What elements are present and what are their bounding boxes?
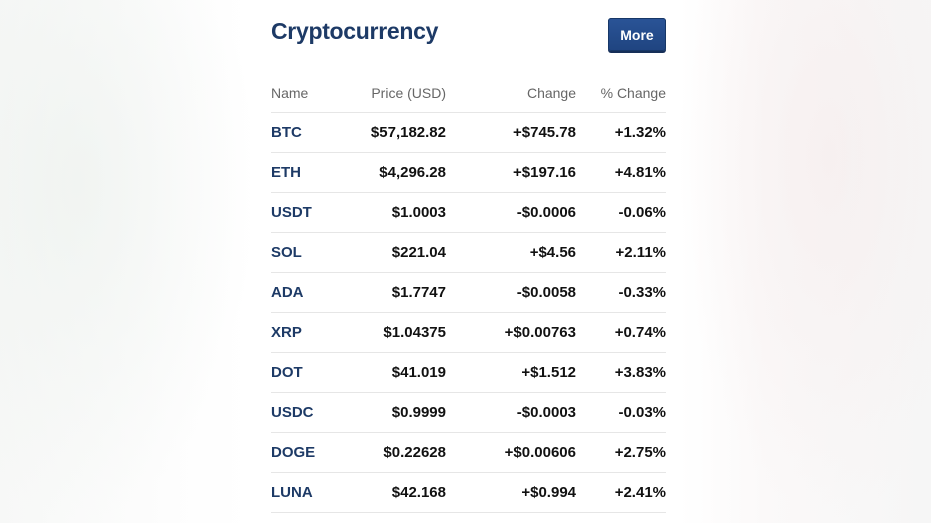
coin-change: +$197.16 (446, 152, 576, 193)
coin-price: $1.0003 (343, 192, 446, 233)
coin-symbol-link[interactable]: DOT (271, 352, 343, 393)
coin-pct-change: +3.83% (576, 352, 666, 393)
table-row[interactable]: BTC $57,182.82 +$745.78 +1.32% (271, 112, 666, 153)
coin-symbol-link[interactable]: DOGE (271, 432, 343, 473)
coin-price: $221.04 (343, 232, 446, 273)
coin-change: +$0.00763 (446, 312, 576, 353)
coin-pct-change: +1.32% (576, 112, 666, 153)
coin-change: -$0.0006 (446, 192, 576, 233)
table-row[interactable]: SOL $221.04 +$4.56 +2.11% (271, 232, 666, 273)
coin-symbol-link[interactable]: XRP (271, 312, 343, 353)
coin-pct-change: +0.74% (576, 312, 666, 353)
coin-price: $57,182.82 (343, 112, 446, 153)
coin-change: -$0.0003 (446, 392, 576, 433)
crypto-table: Name Price (USD) Change % Change BTC $57,… (271, 73, 666, 513)
coin-pct-change: -0.33% (576, 272, 666, 313)
coin-price: $4,296.28 (343, 152, 446, 193)
coin-pct-change: -0.06% (576, 192, 666, 233)
coin-pct-change: +2.11% (576, 232, 666, 273)
coin-symbol-link[interactable]: ADA (271, 272, 343, 313)
coin-change: +$0.00606 (446, 432, 576, 473)
header-pct-change: % Change (576, 73, 666, 113)
coin-symbol-link[interactable]: USDC (271, 392, 343, 433)
coin-price: $0.22628 (343, 432, 446, 473)
coin-symbol-link[interactable]: SOL (271, 232, 343, 273)
coin-pct-change: -0.03% (576, 392, 666, 433)
table-row[interactable]: DOGE $0.22628 +$0.00606 +2.75% (271, 432, 666, 473)
coin-price: $42.168 (343, 472, 446, 513)
coin-symbol-link[interactable]: LUNA (271, 472, 343, 513)
table-row[interactable]: USDC $0.9999 -$0.0003 -0.03% (271, 392, 666, 433)
coin-price: $1.04375 (343, 312, 446, 353)
coin-change: -$0.0058 (446, 272, 576, 313)
coin-change: +$4.56 (446, 232, 576, 273)
header-price: Price (USD) (343, 73, 446, 113)
coin-pct-change: +2.75% (576, 432, 666, 473)
header-change: Change (446, 73, 576, 113)
header-name: Name (271, 73, 343, 113)
table-row[interactable]: LUNA $42.168 +$0.994 +2.41% (271, 472, 666, 513)
widget-title: Cryptocurrency (271, 18, 439, 44)
coin-symbol-link[interactable]: BTC (271, 112, 343, 153)
table-header-row: Name Price (USD) Change % Change (271, 73, 666, 113)
crypto-widget: Cryptocurrency More Name Price (USD) Cha… (255, 0, 678, 523)
table-row[interactable]: ETH $4,296.28 +$197.16 +4.81% (271, 152, 666, 193)
coin-change: +$0.994 (446, 472, 576, 513)
coin-price: $0.9999 (343, 392, 446, 433)
coin-pct-change: +4.81% (576, 152, 666, 193)
background-blur-right (678, 0, 931, 523)
coin-pct-change: +2.41% (576, 472, 666, 513)
table-row[interactable]: ADA $1.7747 -$0.0058 -0.33% (271, 272, 666, 313)
coin-symbol-link[interactable]: ETH (271, 152, 343, 193)
coin-price: $41.019 (343, 352, 446, 393)
table-row[interactable]: DOT $41.019 +$1.512 +3.83% (271, 352, 666, 393)
table-row[interactable]: USDT $1.0003 -$0.0006 -0.06% (271, 192, 666, 233)
coin-change: +$1.512 (446, 352, 576, 393)
coin-price: $1.7747 (343, 272, 446, 313)
more-button[interactable]: More (608, 18, 666, 51)
coin-symbol-link[interactable]: USDT (271, 192, 343, 233)
background-blur-left (0, 0, 255, 523)
coin-change: +$745.78 (446, 112, 576, 153)
table-row[interactable]: XRP $1.04375 +$0.00763 +0.74% (271, 312, 666, 353)
table-body: BTC $57,182.82 +$745.78 +1.32% ETH $4,296.28 +… (271, 112, 666, 513)
